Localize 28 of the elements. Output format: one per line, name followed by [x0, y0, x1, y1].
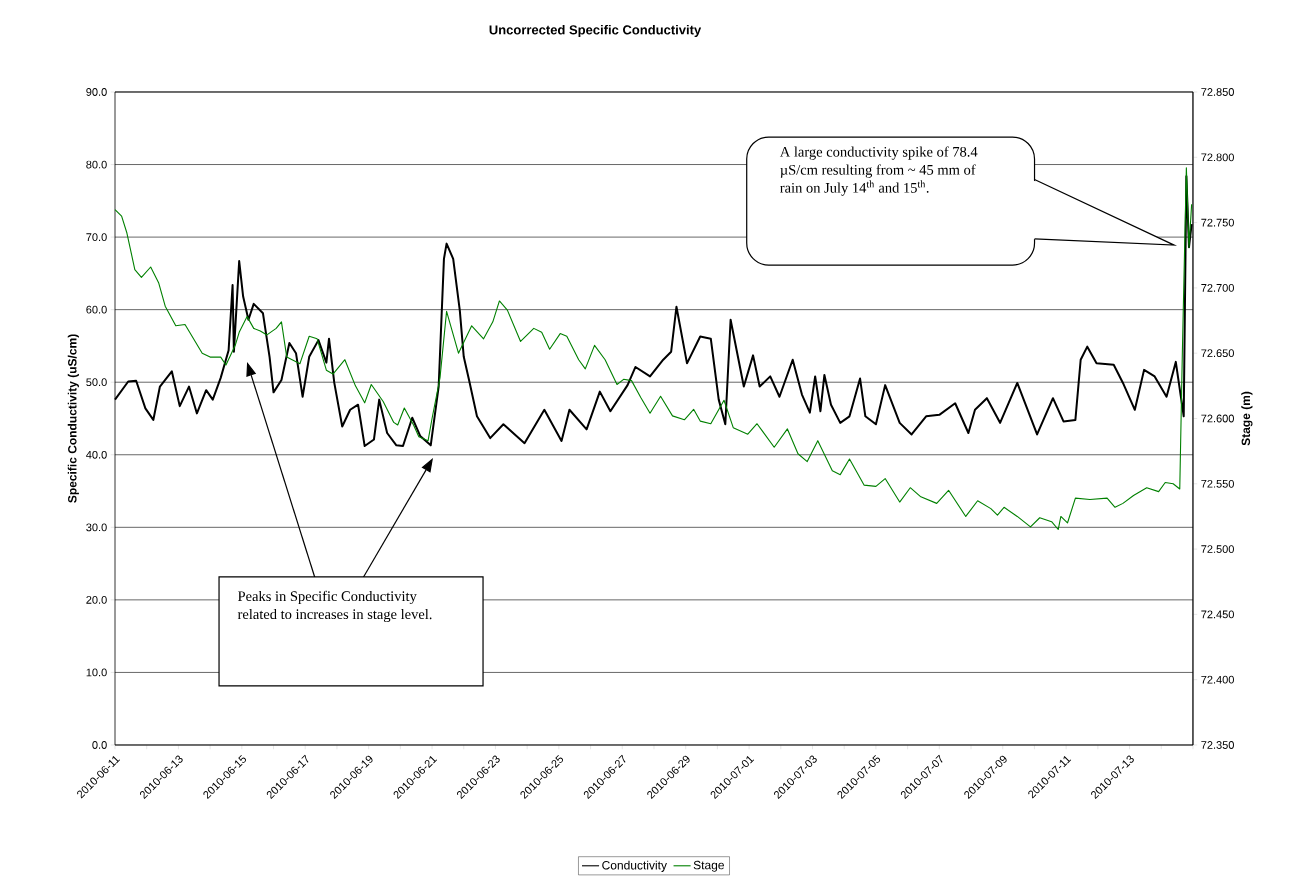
chart-title: Uncorrected Specific Conductivity: [489, 24, 702, 38]
y-tick-label: 70.0: [86, 233, 107, 241]
y2-tick-label: 72.850: [1201, 88, 1234, 96]
y2-tick-label: 72.600: [1201, 414, 1234, 423]
legend-label: Stage: [693, 860, 724, 872]
y2-axis-title: Stage (m): [1241, 391, 1253, 446]
y2-tick-label: 72.500: [1201, 545, 1234, 553]
y2-tick-label: 72.550: [1201, 479, 1234, 488]
y-axis-title: Specific Conductivity (uS/cm): [67, 334, 79, 503]
y-tick-label: 80.0: [86, 160, 107, 169]
y-tick-label: 0.0: [92, 741, 107, 749]
legend-label: Conductivity: [602, 860, 667, 872]
y-tick-label: 20.0: [86, 595, 107, 604]
annotation: A large conductivity spike of 78.4 µS/cm resulting from ~ 45 mm of rain on July 14$^{th}$ and 15$^{th}$.: [779, 146, 978, 196]
y-tick-label: 90.0: [86, 88, 107, 96]
y-tick-label: 50.0: [86, 378, 107, 387]
y2-tick-label: 72.450: [1201, 610, 1234, 619]
y-tick-label: 30.0: [86, 523, 107, 532]
annotation: Peaks in Specific Conductivity related to increases in stage level.: [237, 590, 432, 623]
y2-tick-label: 72.700: [1201, 284, 1234, 292]
y-tick-label: 60.0: [86, 305, 107, 314]
y2-tick-label: 72.350: [1201, 741, 1234, 749]
y2-tick-label: 72.650: [1201, 349, 1234, 358]
y-tick-label: 40.0: [86, 450, 107, 459]
y2-tick-label: 72.800: [1201, 153, 1234, 162]
y-tick-label: 10.0: [86, 668, 107, 677]
y2-tick-label: 72.400: [1201, 675, 1234, 684]
y2-tick-label: 72.750: [1201, 218, 1234, 227]
